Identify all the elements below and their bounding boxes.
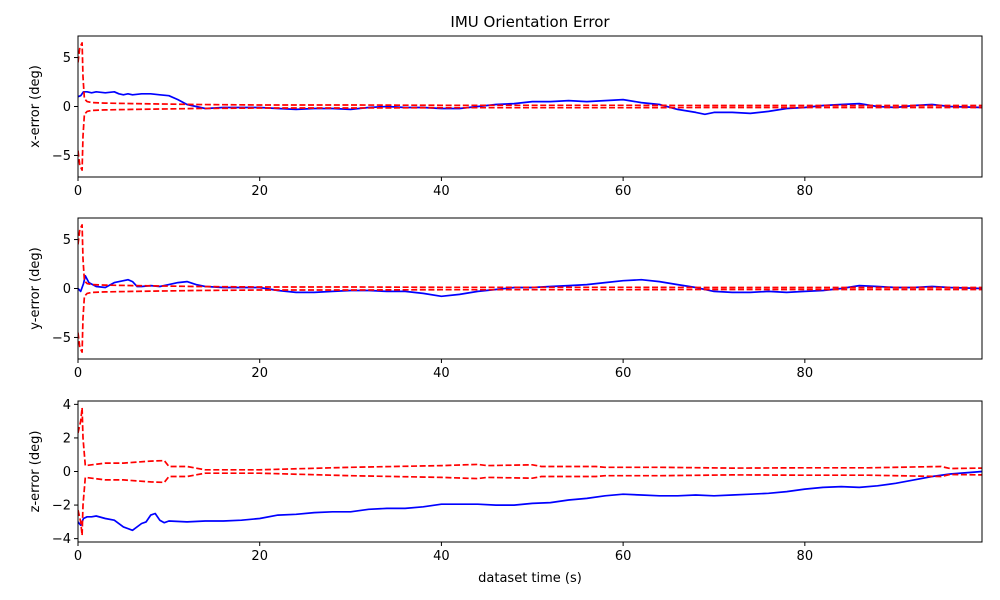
subplot-3-series-group (78, 406, 982, 537)
subplot-2-y-axis-label: y-error (deg) (28, 247, 43, 329)
subplot-2-error-line (78, 274, 982, 298)
subplot-2-y-tick-label: 5 (63, 233, 71, 248)
subplot-1-x-tick-label: 40 (433, 184, 450, 199)
subplot-1-y-tick-label: 5 (63, 51, 71, 66)
subplot-1-y-tick-label: 0 (63, 100, 71, 115)
subplot-3-y-tick-label: −4 (52, 532, 71, 547)
subplot-1-x-tick-label: 0 (74, 184, 82, 199)
subplot-2-x-tick-label: 40 (433, 366, 450, 381)
subplot-3: 0 20 40 60 80 −4 −2 0 2 4 z-error (deg) (28, 398, 983, 564)
subplot-3-error-line (78, 470, 982, 532)
subplot-3-bound-line-2 (78, 472, 982, 537)
subplot-3-y-axis-label: z-error (deg) (28, 431, 43, 513)
subplot-1-x-tick-label: 60 (615, 184, 632, 199)
subplot-2-x-tick-label: 0 (74, 366, 82, 381)
subplot-2-x-tick-label: 80 (797, 366, 814, 381)
subplot-1-x-tick-label: 20 (251, 184, 268, 199)
subplot-2: 0 20 40 60 80 −5 0 5 y-error (deg) (28, 217, 983, 381)
subplot-1-x-tick-label: 80 (797, 184, 814, 199)
subplot-3-x-tick-label: 40 (433, 549, 450, 564)
subplot-2-series-group (78, 224, 982, 353)
subplot-1-bound-line-1 (78, 42, 982, 107)
chart-title: IMU Orientation Error (450, 13, 610, 31)
subplot-3-x-tick-label: 80 (797, 549, 814, 564)
subplot-2-y-tick-label: 0 (63, 282, 71, 297)
x-axis-label: dataset time (s) (478, 571, 582, 586)
subplot-3-y-tick-label: 4 (63, 398, 71, 413)
subplot-2-bound-line-2 (78, 288, 982, 353)
subplot-1-bound-line-2 (78, 106, 982, 171)
subplot-2-bound-line-1 (78, 224, 982, 289)
subplot-3-y-tick-label: 2 (63, 431, 71, 446)
subplot-3-y-tick-label: −2 (52, 499, 71, 514)
subplot-1-series-group (78, 42, 982, 171)
subplot-3-bound-line-1 (78, 406, 982, 471)
subplot-1-y-axis-label: x-error (deg) (28, 65, 43, 148)
subplot-3-x-tick-label: 0 (74, 549, 82, 564)
subplot-2-y-tick-label: −5 (52, 331, 71, 346)
subplot-2-x-tick-label: 20 (251, 366, 268, 381)
subplot-3-x-tick-label: 60 (615, 549, 632, 564)
subplot-1: 0 20 40 60 80 −5 0 5 x-error (deg) (28, 35, 983, 199)
subplot-1-y-tick-label: −5 (52, 149, 71, 164)
subplot-3-x-tick-label: 20 (251, 549, 268, 564)
subplot-3-y-tick-label: 0 (63, 465, 71, 480)
subplot-2-x-tick-label: 60 (615, 366, 632, 381)
